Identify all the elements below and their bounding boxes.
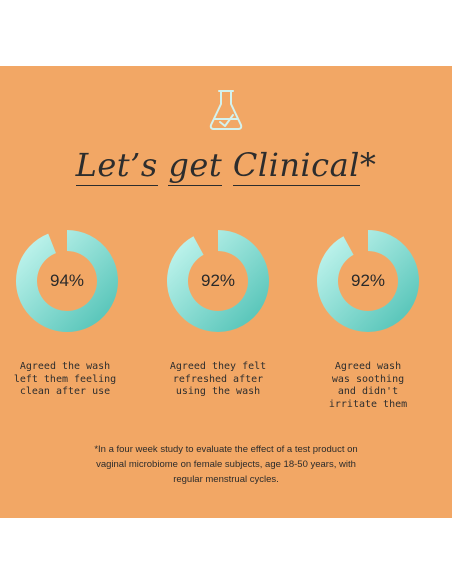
- progress-arc-3: [317, 230, 419, 332]
- clinical-panel: [0, 66, 452, 518]
- stat-percent-2: 92%: [200, 271, 236, 290]
- stat-percent-1: 94%: [49, 271, 85, 290]
- progress-ring-1: [16, 230, 118, 332]
- progress-arc-2: [167, 230, 269, 332]
- title-word-clinical: Clinical: [232, 146, 360, 186]
- stat-ring-3: 92%: [316, 229, 420, 333]
- stat-ring-2: 92%: [166, 229, 270, 333]
- study-footnote: *In a four week study to evaluate the ef…: [94, 444, 358, 485]
- stat-caption-3: Agreed wash was soothing and didn't irri…: [328, 361, 408, 410]
- progress-ring-2: [167, 230, 269, 332]
- stat-ring-1: 94%: [15, 229, 119, 333]
- flask-check-icon: [209, 90, 243, 130]
- page-title: Let’s get Clinical*: [0, 146, 452, 186]
- title-word-lets: Let’s: [75, 146, 158, 186]
- title-asterisk: *: [359, 146, 377, 184]
- stat-caption-1: Agreed the wash left them feeling clean …: [13, 361, 117, 397]
- stat-caption-2: Agreed they felt refreshed after using t…: [169, 361, 267, 397]
- progress-arc-1: [16, 230, 118, 332]
- progress-ring-3: [317, 230, 419, 332]
- stat-percent-3: 92%: [350, 271, 386, 290]
- title-word-get: get: [168, 146, 223, 186]
